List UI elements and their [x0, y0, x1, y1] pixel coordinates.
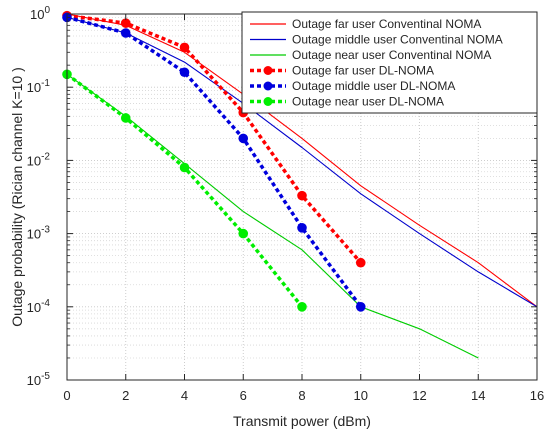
data-point: [238, 228, 249, 239]
x-tick-label: 6: [240, 388, 247, 403]
y-tick-label: 10-5: [27, 371, 51, 388]
x-tick-label: 16: [530, 388, 544, 403]
series-layer: [62, 10, 538, 359]
data-point: [120, 18, 131, 28]
x-tick-label: 0: [63, 388, 70, 403]
x-axis-label: Transmit power (dBm): [233, 413, 371, 429]
data-point: [179, 42, 190, 53]
data-point: [238, 133, 249, 144]
y-tick-label: 10-2: [27, 151, 51, 168]
legend-box: [241, 11, 538, 114]
legend-marker: [263, 66, 273, 75]
x-tick-label: 12: [412, 388, 426, 403]
y-tick-label: 10-4: [27, 298, 51, 315]
legend-label: Outage near user Conventinal NOMA: [292, 48, 491, 62]
x-tick-label: 2: [122, 388, 129, 403]
legend-label: Outage middle user DL-NOMA: [292, 79, 455, 93]
legend-marker: [263, 97, 273, 106]
legend-label: Outage near user DL-NOMA: [292, 95, 444, 109]
series-line-2: [66, 16, 538, 308]
y-tick-label: 10-1: [27, 78, 51, 95]
data-point: [120, 28, 131, 38]
data-point: [179, 162, 190, 173]
x-tick-label: 8: [298, 388, 305, 403]
legend-label: Outage far user DL-NOMA: [292, 64, 434, 78]
data-point: [297, 190, 307, 201]
y-tick-label: 10-3: [27, 225, 51, 242]
series-line-5: [66, 15, 363, 308]
x-tick-label: 4: [181, 388, 188, 403]
data-point: [297, 223, 307, 233]
legend-label: Outage middle user Conventinal NOMA: [292, 33, 503, 47]
legend-label: Outage far user Conventinal NOMA: [292, 17, 481, 31]
data-point: [179, 67, 190, 78]
data-point: [297, 302, 307, 312]
series-line-1: [66, 13, 538, 308]
data-point: [355, 302, 366, 312]
series-line-4: [66, 13, 363, 264]
y-tick-labels: 100 10-1 10-2 10-3 10-4 10-5: [27, 5, 51, 388]
legend: Outage far user Conventinal NOMA Outage m…: [241, 11, 538, 114]
x-tick-labels: 0 2 4 6 8 10 12 14 16: [63, 388, 544, 403]
legend-marker: [263, 81, 273, 91]
data-point: [120, 113, 131, 123]
data-point: [355, 257, 366, 268]
x-tick-label: 14: [471, 388, 485, 403]
y-axis-label: Outage probability (Rician channel K=10 …: [9, 67, 25, 327]
y-tick-label: 100: [30, 5, 50, 22]
x-tick-label: 10: [354, 388, 368, 403]
